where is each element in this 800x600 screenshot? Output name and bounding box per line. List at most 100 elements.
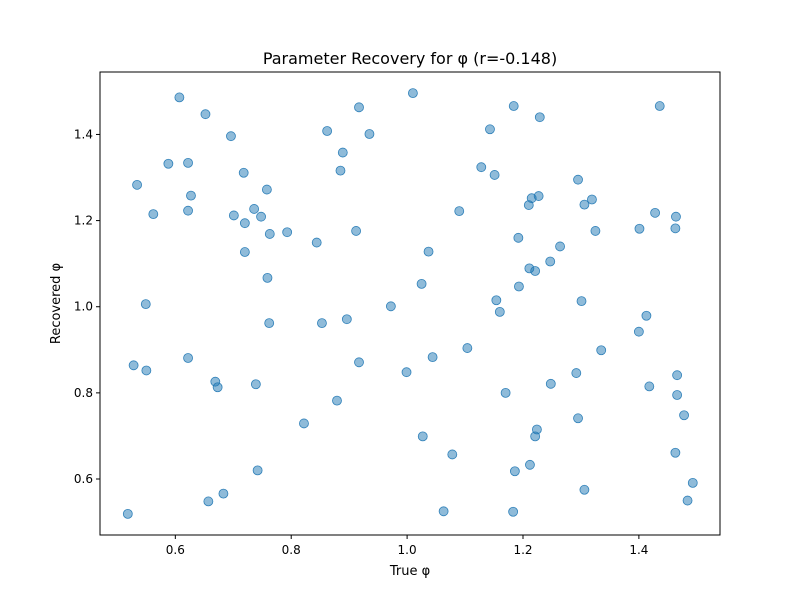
data-point-68 [128,360,139,371]
data-point-67 [354,357,364,368]
data-point-0 [174,92,185,103]
data-point-10 [226,131,236,142]
x-axis-ticks: 0.6 0.8 1.0 1.2 1.4 [166,535,648,557]
data-point-88 [447,449,458,460]
y-tick-label: 0.8 [74,386,93,400]
data-point-46 [423,246,434,257]
y-axis-label: Recovered φ [49,263,64,344]
data-point-81 [679,410,689,421]
data-point-8 [364,129,375,139]
y-tick-label: 0.6 [74,472,93,486]
data-point-47 [545,256,556,267]
data-point-49 [530,266,541,276]
data-point-21 [186,190,196,201]
x-tick-label: 1.4 [629,543,648,557]
data-point-86 [530,431,541,442]
data-point-5 [654,101,665,111]
data-point-74 [250,379,261,390]
data-point-92 [687,477,698,488]
y-axis-ticks: 0.6 0.8 1.0 1.2 1.4 [74,127,100,486]
data-point-14 [476,162,487,173]
x-tick-label: 0.8 [282,543,301,557]
data-point-9 [485,124,495,135]
data-point-61 [317,318,327,329]
data-point-31 [454,206,465,217]
data-point-40 [351,226,362,236]
data-point-11 [337,147,348,158]
data-point-39 [282,227,293,238]
data-point-7 [322,126,333,136]
data-point-29 [183,205,193,216]
x-axis-label: True φ [389,564,430,579]
data-point-59 [341,314,352,325]
data-point-54 [576,296,587,307]
data-point-97 [438,506,449,517]
y-tick-label: 1.0 [74,300,93,314]
data-point-80 [332,395,342,406]
data-point-28 [148,209,159,220]
data-point-62 [633,326,644,337]
data-point-98 [508,506,519,517]
data-point-4 [508,101,519,111]
data-point-91 [509,466,520,477]
data-point-44 [555,241,565,252]
x-tick-label: 0.6 [166,543,185,557]
data-point-15 [238,167,249,178]
data-point-94 [218,488,229,499]
data-point-25 [249,204,260,214]
data-point-18 [132,179,142,190]
data-point-93 [579,484,590,495]
data-point-71 [571,368,582,378]
data-point-17 [489,170,500,180]
data-point-58 [641,310,652,321]
data-point-42 [513,232,524,243]
data-point-45 [239,247,250,257]
data-point-16 [335,165,346,176]
data-point-1 [407,88,418,98]
data-point-53 [491,295,502,306]
data-point-57 [494,306,505,317]
data-point-55 [140,299,151,310]
x-tick-label: 1.2 [513,543,532,557]
plot-frame [99,71,721,536]
data-point-70 [401,367,412,378]
data-point-27 [579,199,590,210]
data-point-83 [299,418,309,429]
x-tick-label: 1.0 [398,543,417,557]
data-point-76 [212,382,223,393]
data-point-56 [385,301,396,312]
data-points [122,88,698,519]
data-point-38 [264,229,275,239]
y-tick-label: 1.2 [74,214,93,228]
data-point-41 [590,226,601,236]
data-point-85 [417,431,428,442]
data-point-26 [523,200,534,210]
data-point-33 [256,211,266,222]
data-point-95 [203,496,214,507]
chart-title: Parameter Recovery for φ (r=-0.148) [263,49,557,68]
data-point-63 [462,343,473,353]
data-point-19 [573,174,583,185]
data-point-13 [183,157,193,168]
data-point-37 [670,223,681,234]
data-point-20 [261,184,272,195]
data-point-87 [670,447,681,458]
data-point-77 [644,381,655,392]
data-point-78 [500,387,511,398]
data-point-75 [545,378,556,389]
data-point-69 [141,365,152,376]
data-point-3 [354,102,364,113]
data-point-72 [672,370,683,381]
data-point-43 [311,237,322,248]
data-point-30 [228,210,239,221]
data-point-90 [252,465,263,476]
data-point-2 [200,109,211,120]
data-point-34 [671,211,681,222]
data-point-96 [682,495,693,506]
data-point-52 [514,281,524,292]
data-point-82 [573,413,583,424]
data-point-36 [634,223,645,234]
data-point-65 [427,352,438,363]
data-point-99 [122,509,133,519]
